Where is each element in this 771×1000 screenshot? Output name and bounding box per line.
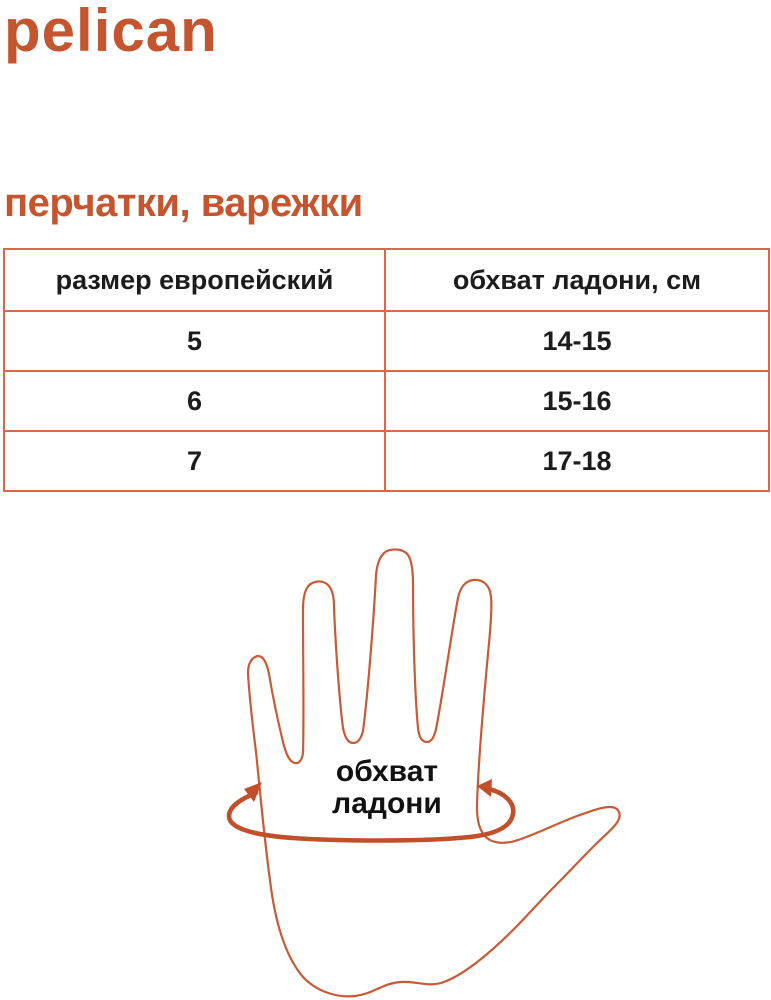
- page-title: перчатки, варежки: [4, 181, 363, 225]
- measure-label: обхват ладони: [277, 756, 497, 820]
- size-table: размер европейский обхват ладони, см 5 14…: [3, 248, 770, 492]
- brand-logo: pelican: [4, 0, 218, 64]
- cell-palm: 14-15: [384, 310, 770, 372]
- measure-label-line2: ладони: [332, 787, 442, 820]
- measure-label-line1: обхват: [335, 755, 439, 788]
- cell-size: 6: [3, 370, 386, 432]
- cell-palm: 15-16: [384, 370, 770, 432]
- table-row: 5 14-15: [3, 310, 770, 372]
- column-header-size: размер европейский: [3, 248, 386, 312]
- column-header-palm: обхват ладони, см: [384, 248, 770, 312]
- size-table-header-row: размер европейский обхват ладони, см: [3, 248, 770, 312]
- cell-size: 5: [3, 310, 386, 372]
- measure-arrowhead-left: [244, 782, 262, 802]
- table-row: 6 15-16: [3, 370, 770, 432]
- cell-size: 7: [3, 430, 386, 492]
- table-row: 7 17-18: [3, 430, 770, 492]
- cell-palm: 17-18: [384, 430, 770, 492]
